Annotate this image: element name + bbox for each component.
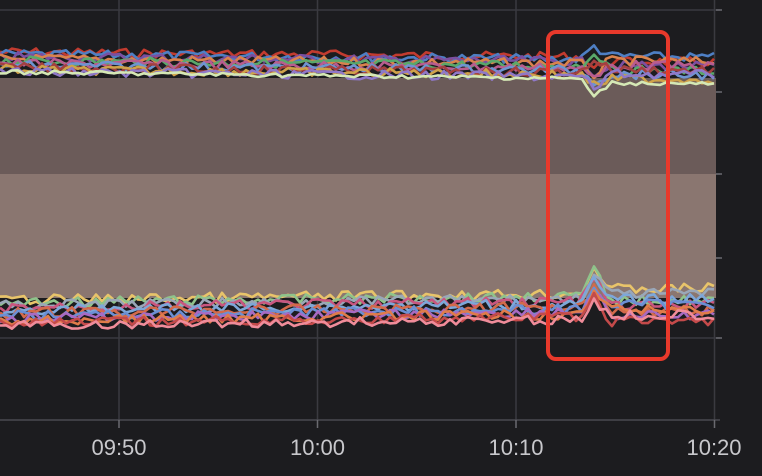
band-upper [0,78,716,174]
x-axis-ticks: 09:50 10:00 10:10 10:20 [91,420,742,460]
series-lines [0,44,715,331]
series-line-upper [0,63,715,87]
x-tick-label: 09:50 [91,435,146,460]
series-line-lower [0,275,715,317]
x-tick-label: 10:20 [686,435,741,460]
x-tick-label: 10:00 [290,435,345,460]
series-line-lower [0,297,715,331]
series-line-upper [0,69,715,98]
highlight-box [546,30,670,361]
bands [0,78,716,298]
series-line-lower [0,273,715,312]
band-lower [0,174,716,298]
series-line-upper [0,53,714,76]
series-line-upper [0,60,715,87]
x-tick-label: 10:10 [488,435,543,460]
